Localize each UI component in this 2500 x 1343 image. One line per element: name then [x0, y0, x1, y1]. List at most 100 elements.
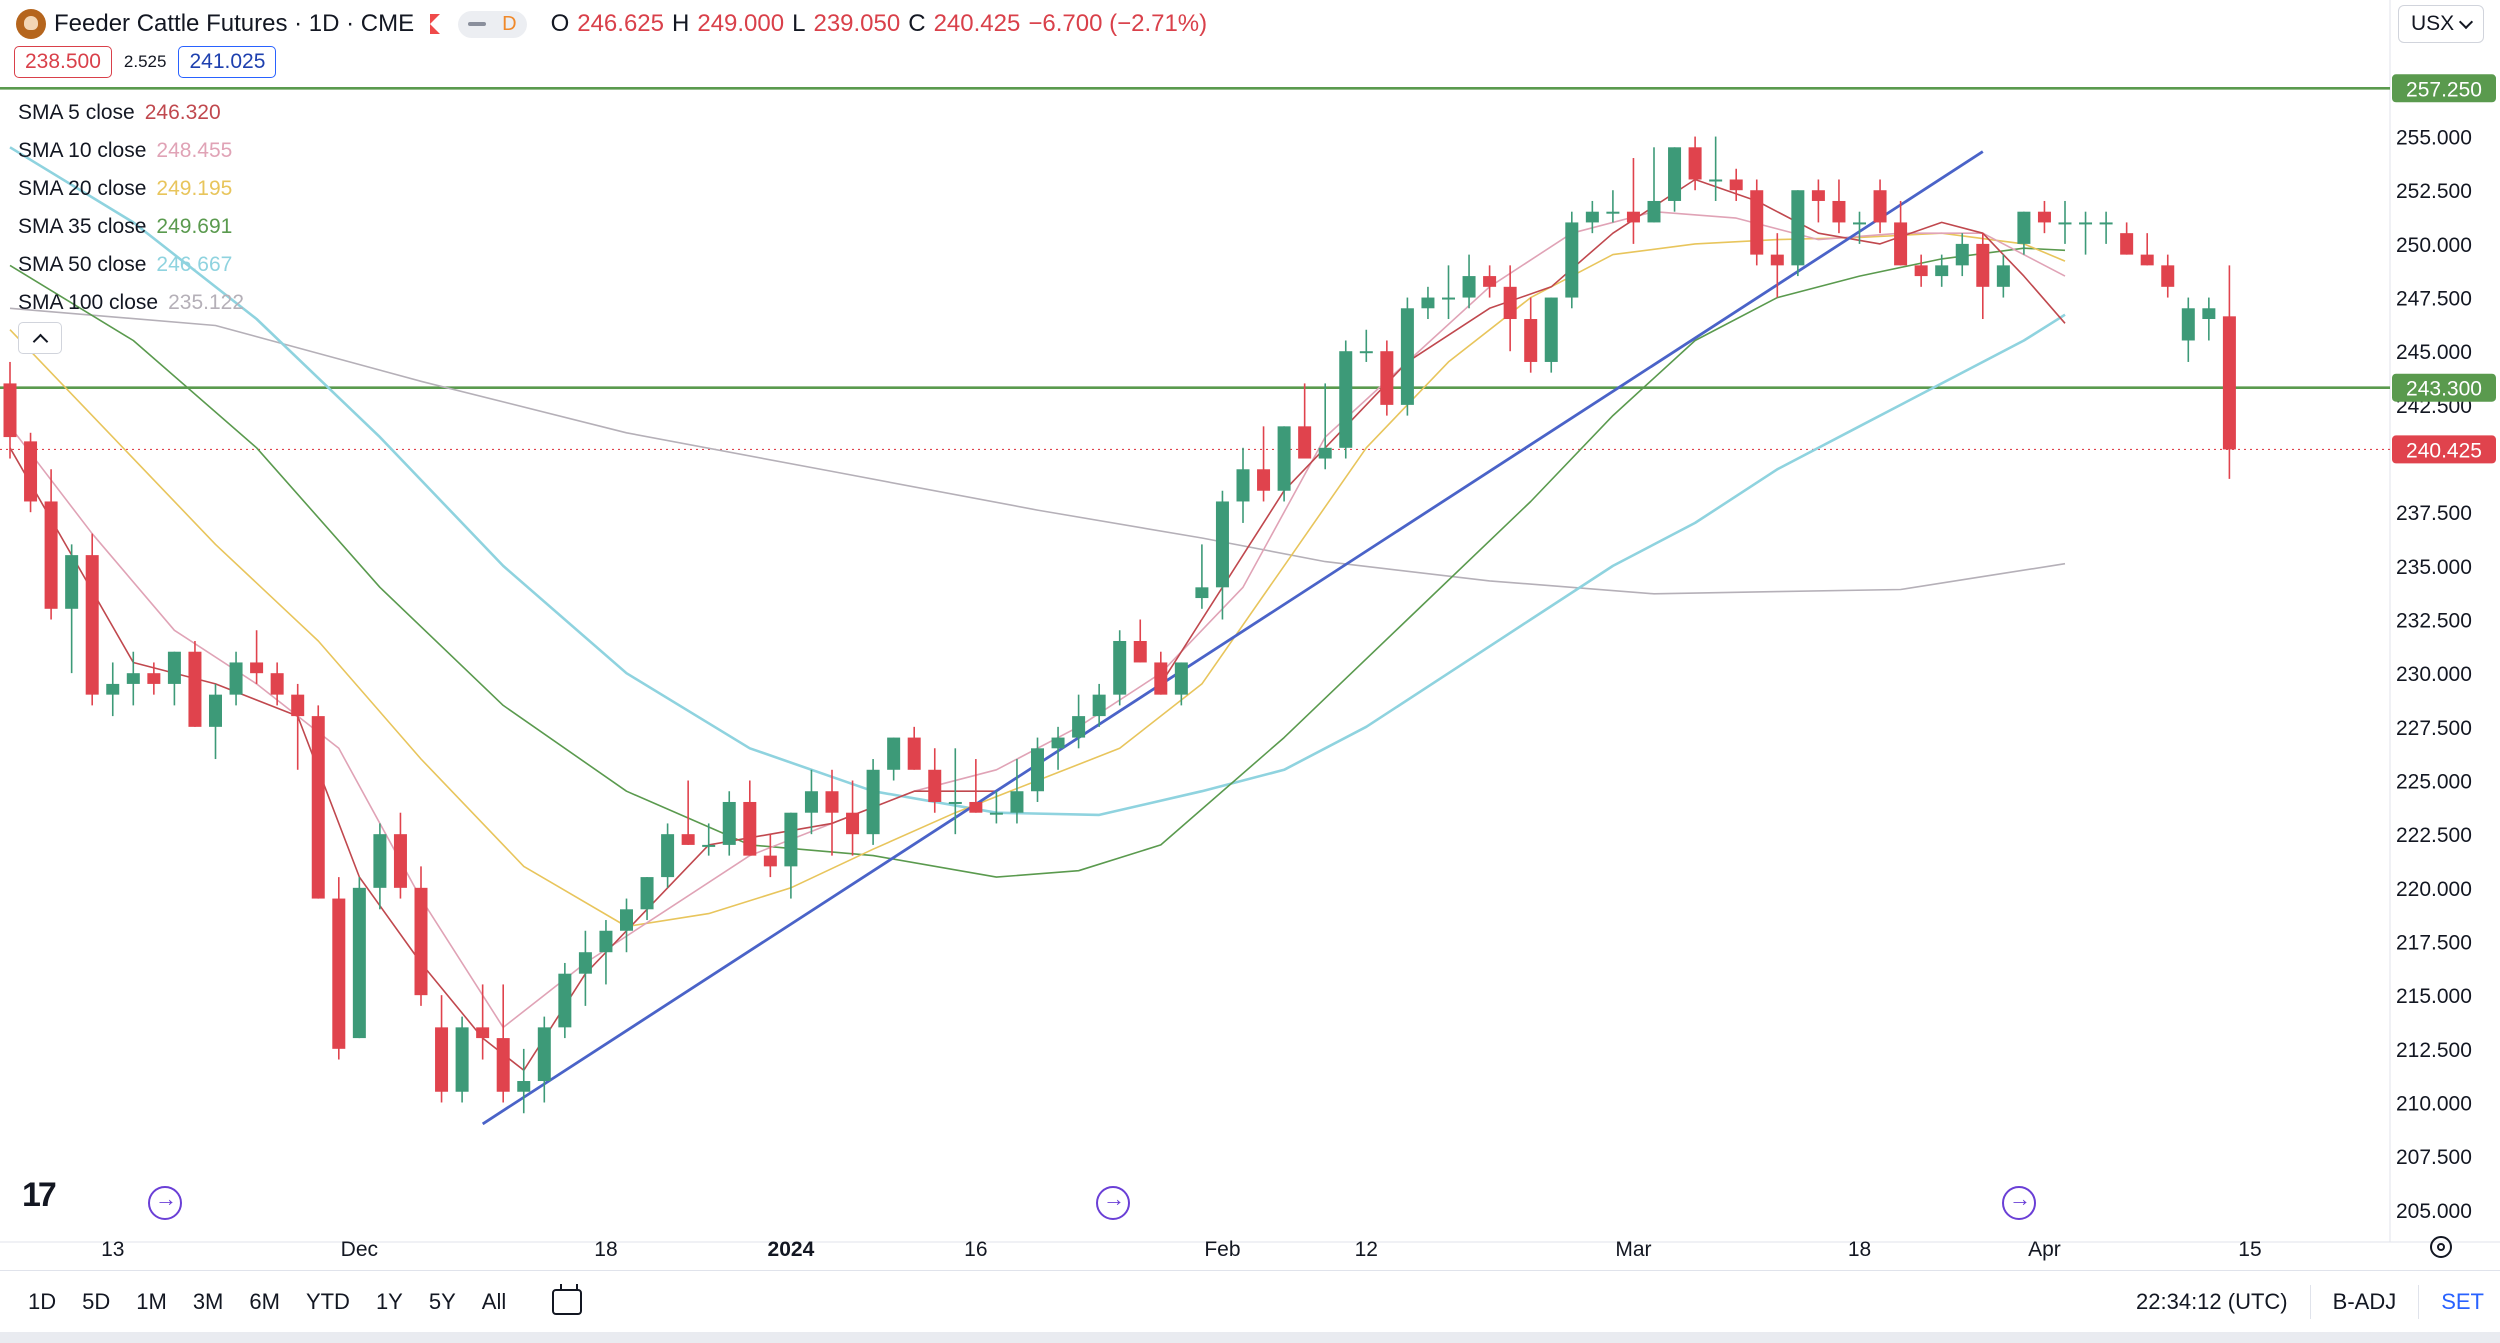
candle-body[interactable]	[1996, 265, 2010, 287]
trend-line[interactable]	[481, 150, 1984, 1126]
candle-body[interactable]	[1359, 351, 1373, 354]
timeframe-button[interactable]: YTD	[305, 1289, 350, 1314]
candle-body[interactable]	[2079, 222, 2093, 225]
candle-body[interactable]	[763, 855, 777, 867]
candle-body[interactable]	[825, 791, 839, 813]
utc-clock[interactable]: 22:34:12 (UTC)	[2136, 1289, 2288, 1314]
candle-body[interactable]	[784, 812, 798, 867]
candle-body[interactable]	[24, 441, 38, 502]
candle-body[interactable]	[373, 834, 387, 888]
candle-body[interactable]	[167, 651, 181, 684]
candle-body[interactable]	[1442, 297, 1455, 300]
legend-row[interactable]: SMA 5 close 246.320	[18, 94, 244, 132]
currency-select[interactable]: USX	[2398, 5, 2484, 43]
timeframe-button[interactable]: 1Y	[375, 1289, 403, 1314]
settlement-toggle[interactable]: SET	[2441, 1289, 2484, 1314]
timeframe-button[interactable]: 6M	[249, 1289, 280, 1314]
candle-body[interactable]	[44, 501, 58, 609]
candle-body[interactable]	[2161, 265, 2175, 287]
candle-body[interactable]	[1277, 426, 1291, 491]
candle-body[interactable]	[1503, 286, 1517, 320]
candle-body[interactable]	[332, 898, 346, 1049]
candle-body[interactable]	[887, 737, 901, 770]
candle-body[interactable]	[1688, 147, 1702, 180]
candle-body[interactable]	[1770, 254, 1784, 266]
candle-body[interactable]	[907, 737, 921, 770]
candle-body[interactable]	[209, 694, 222, 727]
candle-body[interactable]	[393, 834, 407, 888]
timeframe-button[interactable]: All	[481, 1289, 507, 1314]
candle-body[interactable]	[1154, 662, 1168, 695]
candle-body[interactable]	[1380, 351, 1394, 405]
candle-body[interactable]	[620, 909, 633, 931]
candle-body[interactable]	[1195, 587, 1209, 599]
candle-body[interactable]	[804, 791, 818, 813]
legend-row[interactable]: SMA 20 close 249.195	[18, 170, 244, 208]
collapse-legend-button[interactable]	[18, 322, 62, 354]
candle-body[interactable]	[1544, 297, 1558, 362]
candle-body[interactable]	[352, 887, 366, 1039]
candle-body[interactable]	[661, 834, 675, 878]
adjustment-toggle[interactable]: B-ADJ	[2332, 1289, 2397, 1314]
candle-body[interactable]	[1709, 179, 1723, 182]
candle-body[interactable]	[1935, 265, 1949, 277]
candle-body[interactable]	[1298, 426, 1312, 459]
candle-body[interactable]	[2017, 211, 2031, 244]
candle-body[interactable]	[1092, 694, 1106, 717]
timeframe-button[interactable]: 1D	[28, 1289, 57, 1314]
legend-row[interactable]: SMA 10 close 248.455	[18, 132, 244, 170]
candle-body[interactable]	[1215, 501, 1229, 588]
legend-row[interactable]: SMA 35 close 249.691	[18, 208, 244, 246]
candle-body[interactable]	[1462, 276, 1476, 298]
candle-body[interactable]	[2058, 222, 2072, 225]
candle-body[interactable]	[476, 1027, 490, 1039]
legend-row[interactable]: SMA 100 close 235.122	[18, 284, 244, 322]
candle-body[interactable]	[291, 694, 305, 717]
candle-body[interactable]	[537, 1027, 551, 1082]
candle-body[interactable]	[578, 952, 592, 974]
candle-body[interactable]	[681, 834, 695, 845]
candle-body[interactable]	[2202, 308, 2216, 320]
candle-body[interactable]	[640, 877, 654, 910]
candle-body[interactable]	[2181, 308, 2195, 341]
candle-body[interactable]	[1051, 737, 1065, 749]
candle-body[interactable]	[517, 1081, 531, 1092]
candle-body[interactable]	[1606, 211, 1620, 214]
legend-row[interactable]: SMA 50 close 246.667	[18, 246, 244, 284]
candle-body[interactable]	[1113, 640, 1127, 695]
candle-body[interactable]	[65, 555, 79, 609]
candle-body[interactable]	[3, 383, 17, 438]
candle-body[interactable]	[106, 683, 120, 695]
candle-body[interactable]	[702, 844, 716, 847]
candle-body[interactable]	[250, 662, 264, 674]
candle-body[interactable]	[1400, 308, 1414, 405]
candle-body[interactable]	[1873, 190, 1887, 223]
candle-body[interactable]	[1668, 147, 1682, 201]
candle-body[interactable]	[558, 973, 572, 1028]
candle-body[interactable]	[229, 662, 243, 695]
candle-body[interactable]	[1729, 179, 1743, 191]
market-status-pill[interactable]: D	[458, 10, 527, 38]
candle-body[interactable]	[1174, 662, 1188, 695]
symbol-title[interactable]: Feeder Cattle Futures · 1D · CME	[54, 10, 415, 37]
candle-body[interactable]	[2140, 254, 2154, 266]
candle-body[interactable]	[1832, 200, 1846, 223]
candle-body[interactable]	[1565, 222, 1579, 298]
candle-body[interactable]	[1339, 351, 1353, 448]
candle-body[interactable]	[989, 812, 1003, 815]
candle-body[interactable]	[270, 673, 284, 695]
candle-body[interactable]	[1010, 791, 1024, 813]
gear-icon[interactable]	[2430, 1236, 2452, 1258]
event-marker-icon[interactable]	[1096, 1186, 1130, 1220]
candle-body[interactable]	[188, 651, 202, 727]
candle-body[interactable]	[2099, 222, 2113, 225]
candle-body[interactable]	[2037, 211, 2051, 223]
candle-body[interactable]	[1647, 200, 1661, 223]
candle-body[interactable]	[743, 801, 757, 856]
candle-body[interactable]	[1811, 190, 1825, 201]
candle-body[interactable]	[1257, 469, 1271, 491]
candle-body[interactable]	[722, 801, 736, 845]
candle-body[interactable]	[1031, 748, 1044, 792]
candle-body[interactable]	[1750, 190, 1764, 255]
